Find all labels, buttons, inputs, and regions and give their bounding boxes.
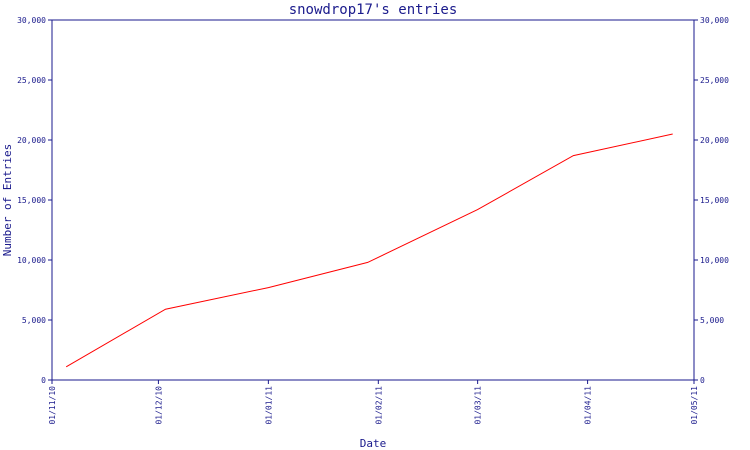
x-tick-label: 01/05/11 [690, 386, 699, 425]
x-tick-label: 01/02/11 [374, 386, 383, 425]
y-tick-label-left: 10,000 [17, 256, 46, 265]
plot-frame [51, 19, 695, 381]
y-tick-label-left: 25,000 [17, 76, 46, 85]
x-axis: 01/11/10 01/12/10 01/01/11 01/02/11 01/03/11… [48, 380, 699, 425]
y-tick-label-right: 15,000 [700, 196, 729, 205]
y-tick-label-left: 20,000 [17, 136, 46, 145]
series-line [65, 133, 673, 368]
y-tick-label-right: 25,000 [700, 76, 729, 85]
y-tick-label-right: 0 [700, 376, 705, 385]
y-tick-label-right: 30,000 [700, 16, 729, 25]
x-tick-label: 01/12/10 [154, 386, 163, 425]
y-axis-left: 0 5,000 10,000 15,000 20,000 25,000 30,000 [17, 16, 52, 385]
x-tick-label: 01/01/11 [264, 386, 273, 425]
y-tick-label-left: 30,000 [17, 16, 46, 25]
y-tick-label-right: 20,000 [700, 136, 729, 145]
y-axis-right: 0 5,000 10,000 15,000 20,000 25,000 30,000 [694, 16, 729, 385]
y-tick-label-right: 10,000 [700, 256, 729, 265]
y-tick-label-left: 0 [41, 376, 46, 385]
series-layer [65, 133, 673, 368]
x-tick-label: 01/04/11 [584, 386, 593, 425]
y-tick-label-right: 5,000 [700, 316, 724, 325]
x-tick-label: 01/03/11 [474, 386, 483, 425]
y-axis-title: Number of Entries [1, 144, 14, 257]
x-tick-label: 01/11/10 [48, 386, 57, 425]
chart-title: snowdrop17's entries [289, 2, 458, 18]
y-tick-label-left: 15,000 [17, 196, 46, 205]
x-axis-title: Date [360, 437, 387, 450]
y-tick-label-left: 5,000 [22, 316, 46, 325]
